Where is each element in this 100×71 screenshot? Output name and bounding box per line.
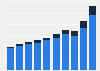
Bar <box>34 43 41 70</box>
Bar <box>43 38 50 40</box>
Bar <box>80 28 87 70</box>
Bar <box>43 40 50 70</box>
Bar <box>34 40 41 43</box>
Bar <box>53 34 60 38</box>
Bar <box>16 46 23 70</box>
Bar <box>62 34 69 70</box>
Bar <box>71 36 78 70</box>
Bar <box>7 48 14 70</box>
Bar <box>7 47 14 48</box>
Bar <box>53 38 60 70</box>
Bar <box>16 44 23 46</box>
Bar <box>90 6 96 15</box>
Bar <box>71 31 78 36</box>
Bar <box>25 42 32 44</box>
Bar <box>25 44 32 70</box>
Bar <box>80 21 87 28</box>
Bar <box>62 30 69 34</box>
Bar <box>90 15 96 70</box>
